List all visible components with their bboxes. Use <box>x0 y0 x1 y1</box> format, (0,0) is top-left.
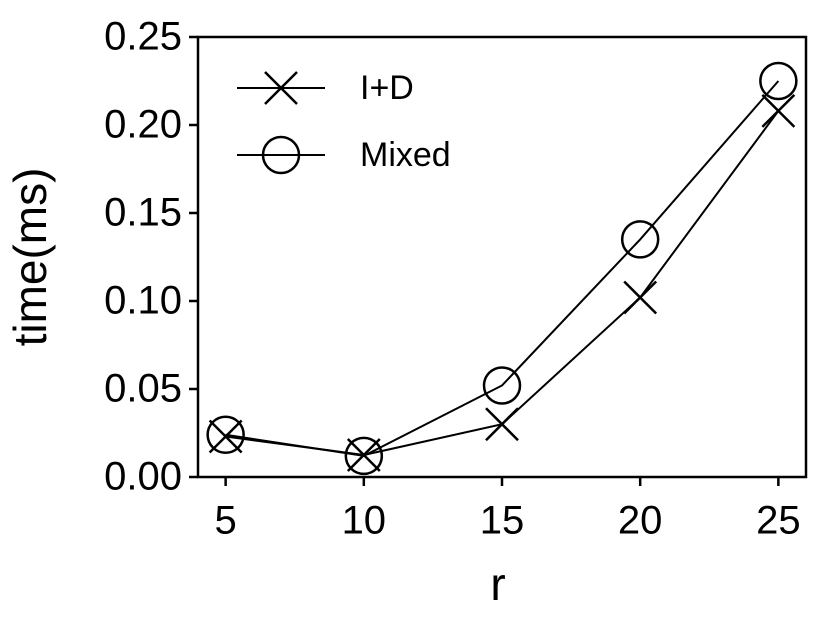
legend-label: Mixed <box>360 136 451 174</box>
y-axis-label: time(ms) <box>4 168 56 347</box>
y-tick-label: 0.25 <box>104 15 182 59</box>
x-tick-label: 20 <box>618 499 663 543</box>
y-tick-label: 0.05 <box>104 367 182 411</box>
x-tick-label: 5 <box>215 499 237 543</box>
marker-x <box>623 280 658 315</box>
marker-circle <box>620 220 660 259</box>
marker-x <box>264 71 298 105</box>
marker-circle <box>206 415 245 455</box>
y-tick-label: 0.20 <box>104 103 182 147</box>
x-tick-label: 25 <box>756 499 801 543</box>
marker-circle <box>759 61 798 101</box>
y-tick-label: 0.10 <box>104 279 182 323</box>
plot-frame <box>196 35 808 479</box>
marker-circle <box>261 135 301 175</box>
marker-x <box>485 407 519 442</box>
marker-circle <box>482 366 522 405</box>
marker-x <box>761 94 796 128</box>
y-tick-label: 0.15 <box>104 191 182 235</box>
x-tick-label: 15 <box>480 499 525 543</box>
x-axis-label: r <box>490 558 505 610</box>
legend-label: I+D <box>360 69 414 107</box>
marker-circle <box>344 436 384 476</box>
y-tick-label: 0.00 <box>104 455 182 499</box>
marker-x <box>208 419 243 454</box>
series-line <box>225 80 780 457</box>
x-tick-label: 10 <box>342 499 387 543</box>
